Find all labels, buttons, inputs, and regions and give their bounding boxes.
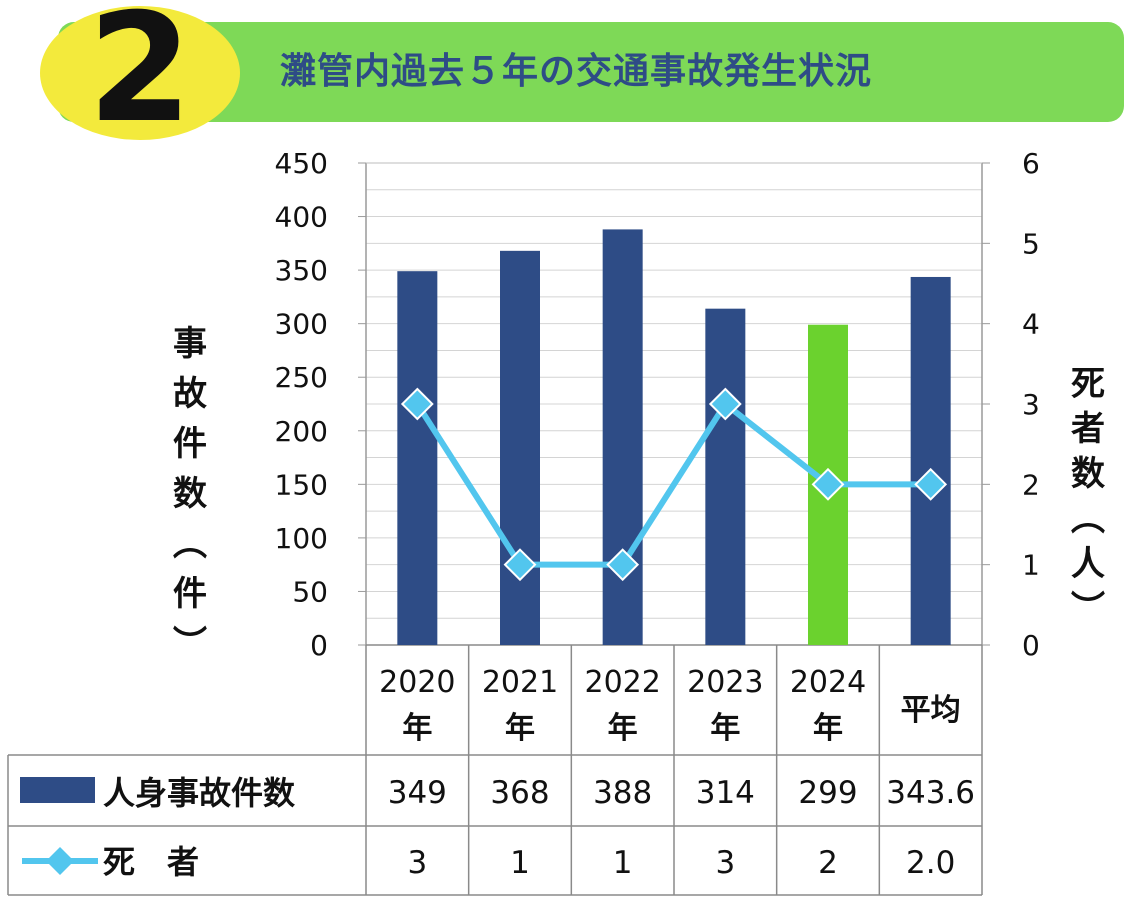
left-tick-label: 350: [275, 254, 328, 287]
left-tick-label: 0: [310, 629, 328, 662]
category-label: 2020: [379, 665, 455, 700]
left-tick-label: 50: [292, 575, 328, 608]
row-label-deaths: 死 者: [103, 843, 199, 881]
right-tick-label: 3: [1022, 388, 1040, 421]
bar-3: [705, 308, 746, 645]
deaths-line: [414, 401, 931, 568]
left-tick-label: 450: [275, 147, 328, 180]
category-label: 2022: [584, 665, 660, 700]
table-cell-deaths: 3: [407, 845, 427, 881]
table-cell-deaths: 3: [715, 845, 735, 881]
table-cell-deaths: 2.0: [906, 845, 955, 881]
category-label: 2021: [482, 665, 558, 700]
left-tick-label: 150: [275, 468, 328, 501]
table-cell-accidents: 343.6: [886, 775, 975, 811]
table-cell-accidents: 388: [593, 775, 652, 811]
right-axis-label: 死者数︵人︶: [1071, 364, 1105, 629]
left-tick-label: 100: [275, 522, 328, 555]
table-cell-deaths: 1: [613, 845, 633, 881]
right-tick-label: 4: [1022, 308, 1040, 341]
bar-5: [910, 276, 951, 645]
category-label: 年: [505, 711, 535, 746]
bar-1: [500, 250, 540, 645]
deaths-point-0: [400, 387, 434, 421]
category-label: 2023: [687, 665, 763, 700]
row-label-accidents: 人身事故件数: [103, 774, 296, 812]
bar-0: [397, 271, 438, 645]
deaths-point-3: [708, 387, 742, 421]
table-cell-deaths: 2: [818, 845, 838, 881]
table-cell-accidents: 299: [798, 775, 857, 811]
deaths-point-2: [606, 548, 640, 582]
right-tick-label: 2: [1022, 468, 1040, 501]
bar-2: [602, 229, 643, 646]
category-label: 2024: [790, 665, 866, 700]
left-tick-label: 400: [275, 201, 328, 234]
table-cell-accidents: 368: [490, 775, 549, 811]
left-axis-label: 事故件数︵件︶: [173, 324, 207, 664]
left-tick-label: 250: [275, 361, 328, 394]
category-label: 年: [710, 711, 740, 746]
legend-line-marker: [46, 847, 74, 875]
number-badge: [40, 6, 240, 140]
category-label: 年: [402, 711, 432, 746]
category-label: 年: [813, 711, 843, 746]
legend-bar-swatch: [20, 777, 95, 803]
right-tick-label: 5: [1022, 227, 1040, 260]
table-cell-accidents: 314: [696, 775, 755, 811]
badge-number: 2: [87, 0, 193, 156]
right-tick-label: 1: [1022, 549, 1040, 582]
category-label: 年: [608, 711, 638, 746]
right-tick-label: 6: [1022, 147, 1040, 180]
deaths-point-1: [503, 548, 537, 582]
left-tick-label: 200: [275, 415, 328, 448]
table-cell-accidents: 349: [388, 775, 447, 811]
left-tick-label: 300: [275, 308, 328, 341]
page-title: 灘管内過去５年の交通事故発生状況: [280, 51, 873, 92]
category-label: 平均: [901, 693, 961, 728]
right-tick-label: 0: [1022, 629, 1040, 662]
deaths-point-4: [811, 467, 845, 501]
deaths-point-5: [914, 467, 948, 501]
table-cell-deaths: 1: [510, 845, 530, 881]
